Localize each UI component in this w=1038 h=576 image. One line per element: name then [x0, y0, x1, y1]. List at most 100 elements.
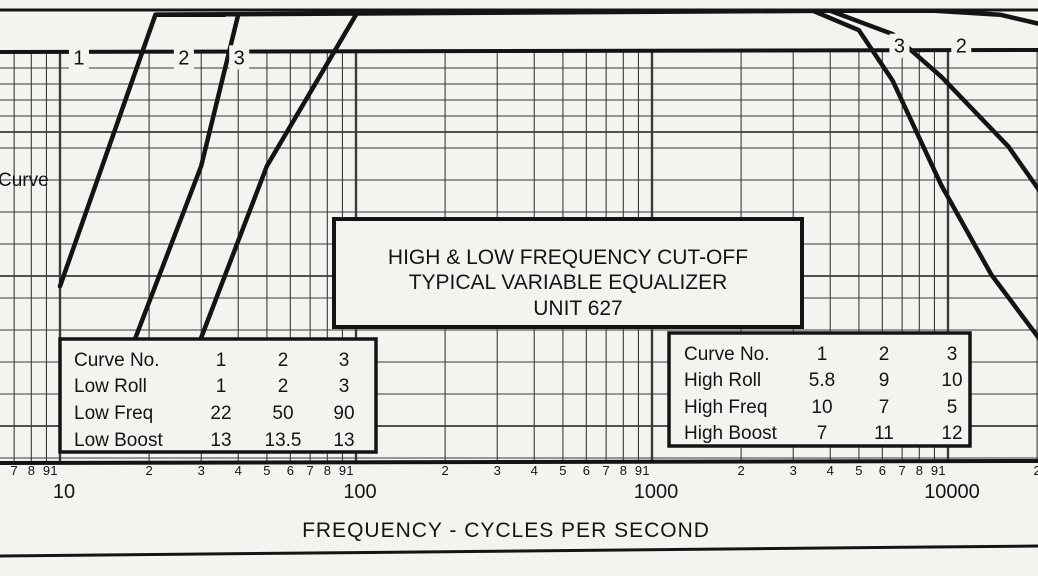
curve-high-flat — [827, 8, 1038, 26]
x-minor-tick-label: 5 — [559, 463, 566, 478]
x-minor-tick-label: 2 — [145, 463, 152, 478]
x-minor-tick-label: 2 — [737, 463, 744, 478]
table-row-label: Low Freq — [74, 403, 153, 424]
x-minor-tick-label: 6 — [879, 463, 886, 478]
plot-top-line — [0, 48, 1038, 54]
x-minor-tick-label: 9 — [339, 463, 346, 478]
x-minor-tick-label: 5 — [855, 463, 862, 478]
low-table-frame — [58, 337, 378, 454]
curve-label: 2 — [178, 47, 189, 69]
x-major-tick-label: 100 — [343, 481, 376, 503]
curve-label-bg — [173, 45, 194, 70]
x-minor-tick-label: 8 — [620, 463, 627, 478]
table-cell: 10 — [811, 397, 832, 418]
x-minor-tick-label: 7 — [603, 463, 610, 478]
table-cell: 7 — [817, 423, 828, 444]
curve-high-3 — [810, 8, 1038, 341]
table-cell: 11 — [874, 423, 894, 444]
x-minor-tick-label: 6 — [583, 463, 590, 478]
table-row-label: Curve No. — [684, 344, 770, 365]
x-minor-tick-label: 3 — [494, 463, 501, 478]
table-cell: 50 — [272, 403, 293, 424]
x-edge-tick-label: 1 — [50, 463, 57, 478]
curve-label-bg — [889, 33, 910, 58]
table-cell: 9 — [879, 370, 890, 391]
curve-label-bg — [68, 45, 89, 70]
title-box: HIGH & LOW FREQUENCY CUT-OFF TYPICAL VAR… — [332, 217, 804, 329]
chart-subtitle-line-1: TYPICAL VARIABLE EQUALIZER — [409, 271, 728, 294]
plot-bottom-line — [0, 459, 1038, 465]
left-label: Curve — [0, 170, 49, 191]
table-row-label: Low Boost — [74, 430, 163, 451]
table-cell: 12 — [941, 423, 962, 444]
low-table: Curve No. 1 2 3 Low Roll 1 2 3 Low Freq 22 50 90 Low… — [58, 337, 378, 454]
x-edge-tick-label: 2 — [1033, 463, 1038, 478]
table-row-label: High Roll — [684, 370, 761, 391]
table-cell: 5 — [947, 397, 958, 418]
x-minor-tick-label: 4 — [531, 463, 538, 478]
table-cell: 13.5 — [265, 430, 302, 451]
x-axis-label: FREQUENCY - CYCLES PER SECOND — [302, 519, 710, 542]
table-cell: 3 — [339, 350, 350, 371]
table-cell: 7 — [879, 397, 890, 418]
table-cell: 3 — [947, 344, 958, 365]
x-major-tick-label: 10 — [53, 481, 75, 503]
table-cell: 2 — [278, 350, 289, 371]
x-edge-tick-label: 8 — [28, 463, 35, 478]
table-cell: 13 — [333, 430, 354, 451]
x-minor-tick-label: 2 — [441, 463, 448, 478]
curve-label-bg — [951, 33, 972, 58]
table-cell: 3 — [339, 376, 350, 397]
table-cell: 1 — [216, 376, 227, 397]
curve-label: 2 — [956, 36, 967, 58]
x-major-tick-label: 1000 — [634, 481, 679, 503]
x-minor-tick-label: 8 — [916, 463, 923, 478]
x-minor-tick-label: 5 — [263, 463, 270, 478]
x-minor-tick-label: 1 — [938, 463, 945, 478]
high-table-frame — [667, 331, 972, 448]
x-minor-tick-label: 9 — [635, 463, 642, 478]
title-box-frame — [332, 217, 804, 329]
x-minor-tick-label: 9 — [931, 463, 938, 478]
passband-line — [155, 8, 831, 17]
x-axis-ticks: 2345678912345678912345678915678912101001… — [11, 463, 1038, 503]
table-cell: 13 — [210, 430, 231, 451]
x-minor-tick-label: 6 — [287, 463, 294, 478]
curve-high-2 — [827, 8, 1038, 193]
table-row-label: High Freq — [684, 397, 767, 418]
x-minor-tick-label: 3 — [790, 463, 797, 478]
curve-label: 3 — [894, 36, 905, 58]
curve-label-bg — [229, 45, 250, 70]
table-row-label: High Boost — [684, 423, 778, 444]
table-cell: 1 — [216, 350, 227, 371]
curve-label: 3 — [234, 47, 245, 69]
table-row-label: Curve No. — [74, 350, 160, 371]
bottom-border-line — [0, 544, 1038, 558]
curves — [57, 8, 1038, 402]
table-cell: 5.8 — [809, 370, 835, 391]
table-cell: 10 — [941, 370, 962, 391]
table-cell: 1 — [817, 344, 828, 365]
x-minor-tick-label: 4 — [827, 463, 834, 478]
table-cell: 2 — [278, 376, 289, 397]
x-edge-tick-label: 9 — [43, 463, 50, 478]
x-major-tick-label: 10000 — [924, 481, 980, 503]
table-cell: 22 — [210, 403, 231, 424]
curve-labels: 1 2 3 3 2 — [68, 33, 972, 70]
chart-title: HIGH & LOW FREQUENCY CUT-OFF — [388, 246, 748, 269]
x-minor-tick-label: 1 — [346, 463, 353, 478]
table-cell: 2 — [879, 344, 890, 365]
curve-low-3 — [175, 12, 359, 402]
x-minor-tick-label: 7 — [307, 463, 314, 478]
table-cell: 90 — [333, 403, 354, 424]
curve-low-2 — [109, 12, 241, 402]
x-minor-tick-label: 8 — [324, 463, 331, 478]
x-minor-tick-label: 3 — [198, 463, 205, 478]
x-minor-tick-label: 7 — [899, 463, 906, 478]
chart-subtitle-line-2: UNIT 627 — [533, 297, 623, 320]
x-minor-tick-label: 1 — [642, 463, 649, 478]
curve-label: 1 — [73, 47, 84, 69]
x-edge-tick-label: 7 — [11, 463, 18, 478]
